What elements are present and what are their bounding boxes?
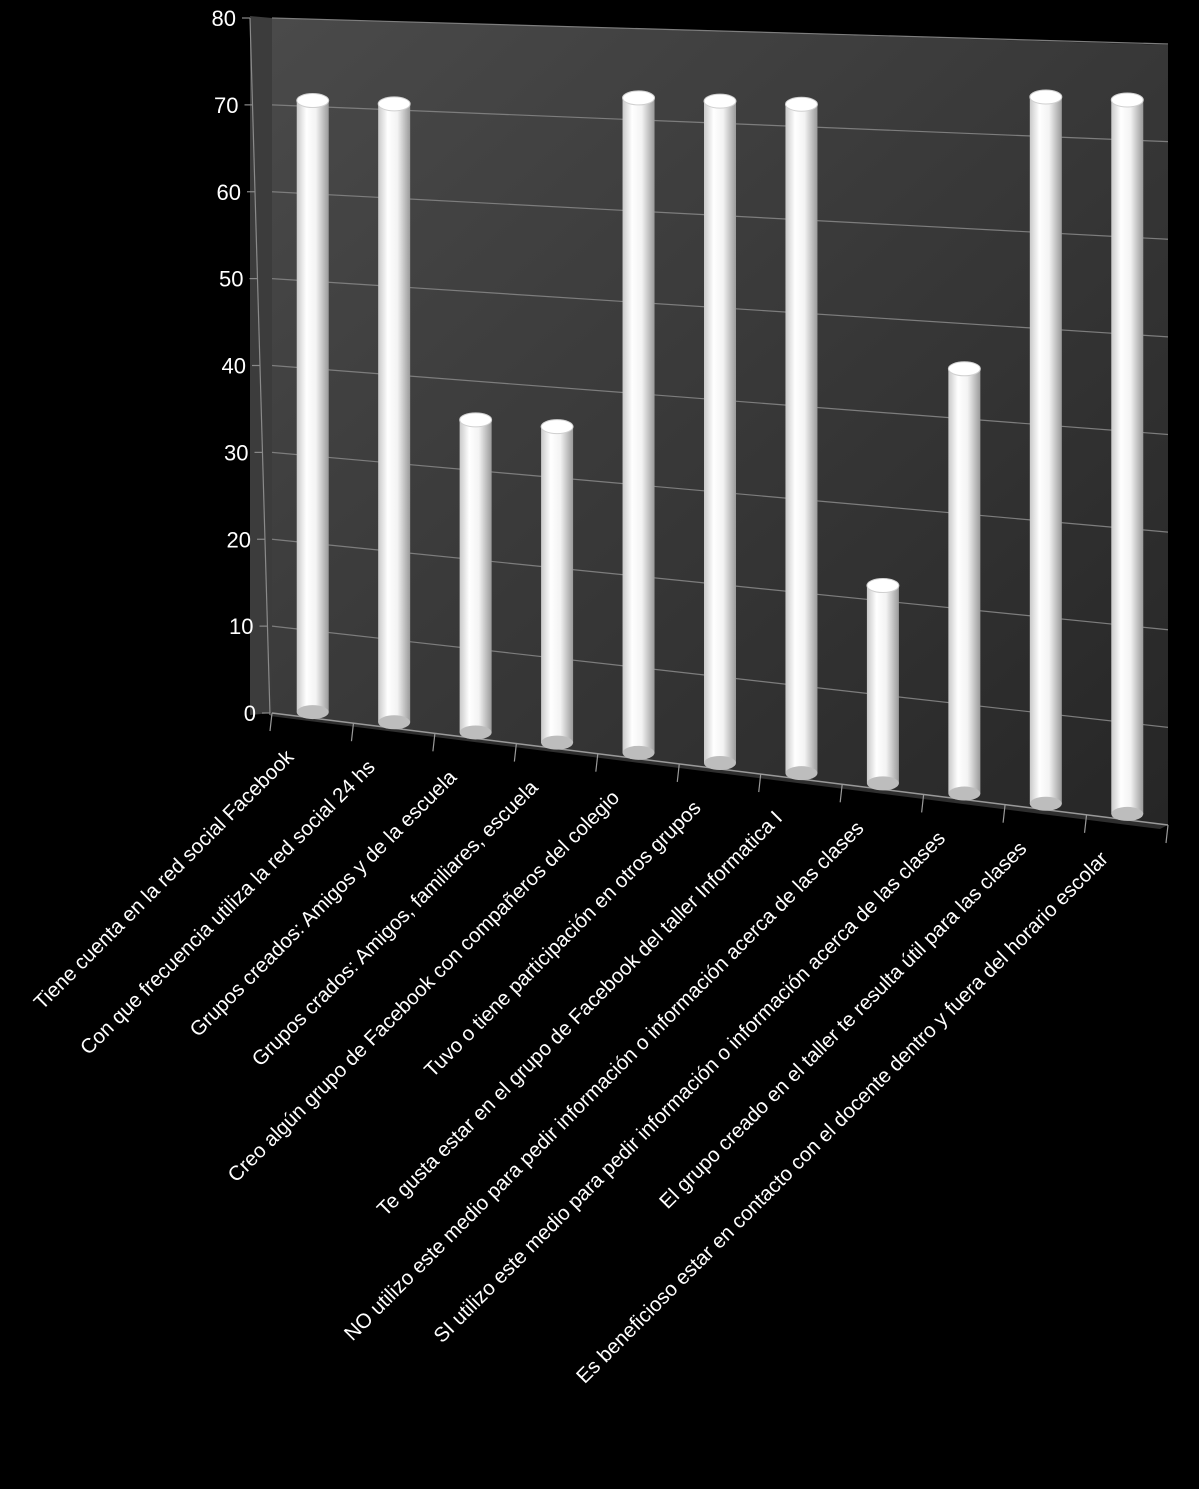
bar-top	[1029, 89, 1063, 105]
bar-top	[459, 412, 493, 428]
x-tick-mark	[513, 743, 517, 762]
bar-body	[866, 585, 899, 784]
y-tick-label-80: 80	[212, 6, 236, 31]
bar-body	[948, 368, 981, 794]
x-tick-mark	[676, 763, 680, 782]
y-tick-label-10: 10	[229, 614, 253, 639]
y-tick-label-70: 70	[214, 93, 238, 118]
bar-base	[866, 776, 899, 791]
y-tick-label-20: 20	[227, 527, 251, 552]
bar-base	[378, 715, 411, 730]
bar	[784, 96, 818, 781]
bar	[377, 96, 411, 730]
bar-base	[704, 756, 736, 770]
bar-base	[1029, 796, 1062, 811]
y-tick-label-50: 50	[219, 267, 243, 292]
bar	[1110, 92, 1144, 821]
bar-top	[296, 93, 330, 109]
bar	[296, 93, 330, 720]
bar-body	[704, 101, 736, 763]
bar-base	[785, 766, 818, 781]
bar	[1029, 89, 1063, 811]
bar-top	[622, 90, 656, 106]
bar-base	[622, 745, 655, 760]
x-tick-mark	[269, 712, 273, 732]
gridline-80	[271, 17, 1169, 45]
x-tick-mark	[921, 794, 925, 813]
x-tick-mark	[1083, 814, 1088, 833]
bar-body	[622, 97, 655, 753]
bar-body	[1111, 99, 1144, 814]
bar-body	[459, 419, 492, 733]
bar-top	[703, 93, 737, 109]
bar-base	[296, 705, 329, 720]
y-tick-label-30: 30	[224, 440, 248, 465]
x-tick-mark	[350, 723, 355, 742]
bar	[947, 361, 981, 801]
bar	[459, 412, 493, 740]
y-tick-label-60: 60	[217, 180, 241, 205]
bar-body	[1029, 96, 1062, 804]
bar-top	[947, 361, 981, 377]
x-tick-mark	[432, 733, 436, 752]
bar-base	[459, 725, 492, 740]
bar-body	[541, 426, 574, 743]
bar-body	[378, 103, 411, 723]
bar	[703, 93, 737, 770]
x-tick-mark	[595, 753, 599, 772]
bar-base	[1111, 806, 1144, 821]
bar-body	[296, 100, 329, 713]
floor	[270, 713, 1168, 829]
x-tick-mark	[839, 784, 843, 803]
bar-top	[866, 578, 900, 594]
y-tick-label-0: 0	[244, 701, 256, 726]
bar	[540, 419, 574, 750]
bar-top	[377, 96, 411, 112]
bar-top	[1110, 92, 1144, 108]
bar-body	[785, 104, 818, 774]
bar	[866, 578, 900, 791]
x-tick-mark	[1002, 804, 1006, 823]
x-tick-mark	[1165, 824, 1169, 844]
bar-top	[784, 96, 818, 112]
x-tick-mark	[758, 774, 762, 793]
bar	[622, 90, 656, 760]
bar-base	[948, 786, 981, 801]
y-tick-label-40: 40	[222, 354, 246, 379]
y-axis-line	[249, 17, 271, 716]
bar-top	[540, 419, 574, 435]
bar-base	[541, 735, 574, 750]
